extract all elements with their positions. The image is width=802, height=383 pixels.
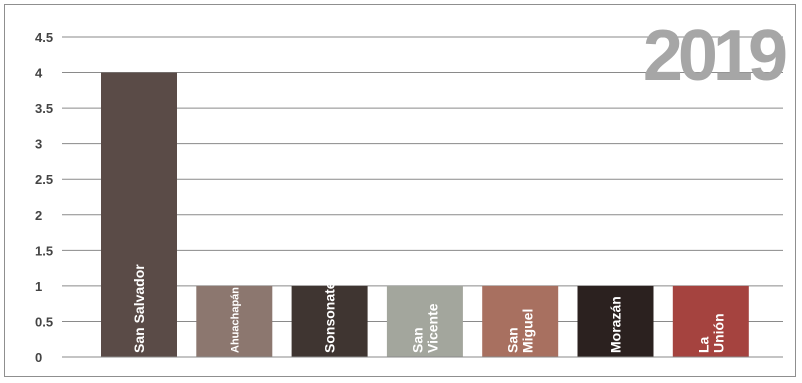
bar-label-line: San (505, 327, 521, 353)
bars: San Salvador Ahuachapán Sonsonate SanVicent… (101, 72, 749, 358)
bar-label-line: Miguel (520, 309, 536, 353)
y-tick-label: 3 (35, 137, 42, 152)
bar (101, 72, 177, 358)
bar-label: Ahuachapán (229, 287, 241, 353)
bar (291, 285, 368, 357)
bar-label-line: La (695, 336, 711, 353)
y-tick-label: 4 (35, 66, 43, 81)
bar-label-line: Ahuachapán (229, 287, 241, 353)
bar-label: Morazán (608, 296, 624, 353)
bar-label-line: Sonsonate (322, 281, 338, 353)
y-tick-label: 3.5 (35, 101, 53, 116)
y-axis-ticks: 0 0.5 1 1.5 2 2.5 3 3.5 4 4.5 (35, 30, 53, 365)
y-tick-label: 2 (35, 208, 42, 223)
bar-label: San Salvador (131, 264, 147, 353)
bar-label-line: Morazán (608, 296, 624, 353)
chart-title: 2019 (643, 16, 786, 96)
bar (386, 285, 463, 357)
y-tick-label: 1.5 (35, 243, 53, 258)
y-tick-label: 0.5 (35, 314, 53, 329)
bar-label-line: Vicente (424, 303, 440, 353)
bar-label-line: San Salvador (131, 264, 147, 353)
bar-label: SanMiguel (505, 309, 536, 353)
gridlines (62, 36, 783, 322)
y-tick-label: 1 (35, 279, 42, 294)
bar-label: SanVicente (409, 303, 440, 353)
y-tick-label: 2.5 (35, 172, 53, 187)
y-tick-label: 0 (35, 350, 42, 365)
bar (577, 285, 654, 357)
bar-label: LaUnión (695, 313, 726, 353)
y-tick-label: 4.5 (35, 30, 53, 45)
bar (672, 285, 749, 357)
bar-label-line: Unión (710, 313, 726, 353)
bar-label-line: San (409, 327, 425, 353)
bar-label: Sonsonate (322, 281, 338, 353)
bar (196, 285, 273, 357)
bar (482, 285, 559, 357)
